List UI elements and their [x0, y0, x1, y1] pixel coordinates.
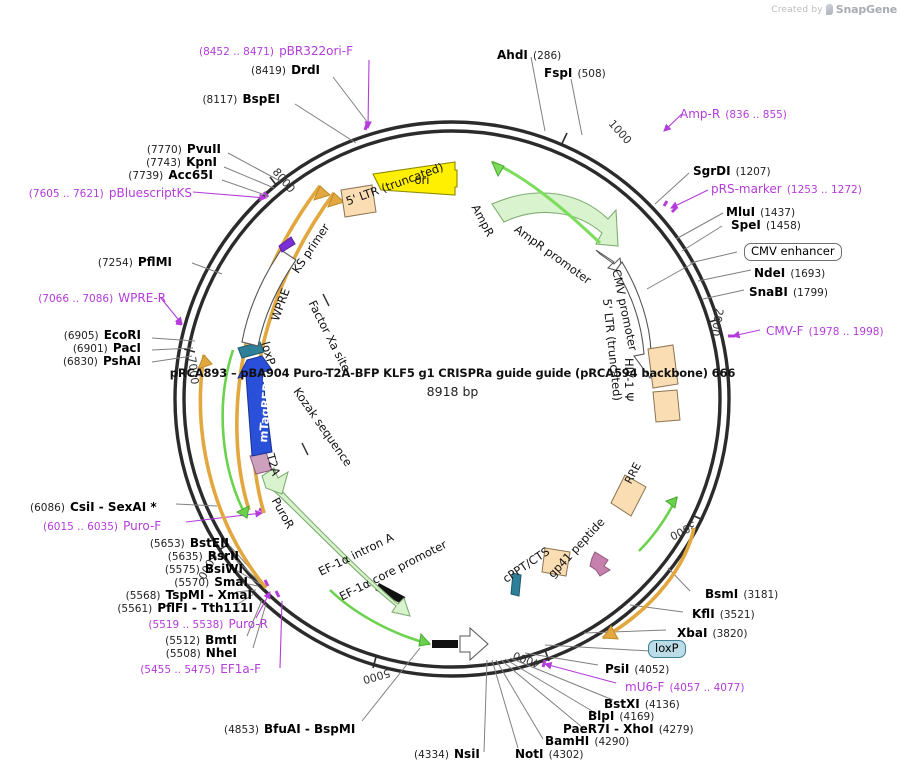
- enzyme-label-paer7i-xhoi: PaeR7I - XhoI (4279): [563, 722, 694, 736]
- enzyme-label-pflmi: (7254) PflMI: [97, 255, 172, 269]
- watermark-brand: SnapGene: [835, 3, 897, 16]
- tick-label: 7000: [185, 356, 201, 385]
- primer-label-amp-r: Amp-R (836 .. 855): [680, 107, 787, 121]
- enzyme-label-mlui: MluI (1437): [726, 205, 796, 219]
- enzyme-label-kpni: (7743) KpnI: [146, 155, 217, 169]
- primer-label-cmv-f: CMV-F (1978 .. 1998): [766, 324, 884, 338]
- enzyme-label-ecori: (6905) EcoRI: [63, 328, 141, 342]
- feature-arrowhead-orange-lr: [602, 625, 619, 640]
- snapgene-watermark: Created by SnapGene: [771, 3, 897, 16]
- enzyme-label-psii: PsiI (4052): [605, 662, 670, 676]
- enzyme-label-bsiwi: (5575) BsiWI: [164, 562, 243, 576]
- feature-arrowhead-orange-ul: [313, 185, 345, 208]
- feature-gp41-peptide: [589, 551, 611, 577]
- enzyme-label-noti: NotI (4302): [515, 747, 584, 761]
- enzyme-label-rsrii: (5635) RsrII: [167, 549, 239, 563]
- feature-wpre: [241, 249, 297, 347]
- enzyme-label-pvuii: (7770) PvuII: [146, 142, 221, 156]
- feature-ori: ori: [372, 161, 458, 196]
- feature-caption-hiv1-psi: HIV-1 Ψ: [622, 358, 636, 402]
- feature-arrowhead-green-lr: [664, 496, 678, 509]
- feature-mtagbfp2: [237, 355, 273, 457]
- feature-ef1a-black-box-2: [375, 582, 406, 605]
- enzyme-label-snabi: SnaBI (1799): [749, 285, 828, 299]
- feature-tag-loxp-outer: loxP: [648, 640, 686, 659]
- enzyme-label-nhei: (5508) NheI: [165, 646, 237, 660]
- primer-label-prs-marker: pRS-marker (1253 .. 1272): [711, 182, 862, 196]
- primer-label-wpre-r: (7066 .. 7086) WPRE-R: [38, 291, 166, 305]
- enzyme-label-fspi: FspI (508): [544, 66, 606, 80]
- backbone-circle: [173, 120, 731, 678]
- primer-label-puro-f: (6015 .. 6035) Puro-F: [43, 519, 162, 533]
- feature-arrowhead-ef1a-intron: [418, 632, 431, 647]
- tick-label: 5000: [361, 666, 391, 686]
- enzyme-label-tspmi-xmai: (5568) TspMI - XmaI: [125, 588, 252, 602]
- feature-5ltr-truncated-box-left: [340, 184, 377, 218]
- feature-cppt-marker: [510, 572, 522, 597]
- enzyme-label-bsmi: BsmI (3181): [705, 587, 779, 601]
- enzyme-label-ndei: NdeI (1693): [754, 266, 826, 280]
- enzyme-label-csii-sexai: (6086) CsiI - SexAI *: [30, 500, 157, 514]
- feature-arrowhead-green-left: [235, 505, 250, 519]
- enzyme-label-pshai: (6830) PshAI: [62, 354, 141, 368]
- feature-puror: [265, 477, 411, 617]
- enzyme-label-xbai: XbaI (3820): [677, 626, 748, 640]
- primer-label-puro-r: (5519 .. 5538) Puro-R: [148, 617, 268, 631]
- snapgene-logo-icon: [825, 4, 833, 15]
- tick-label: 2000: [708, 307, 726, 337]
- enzyme-label-paci: (6901) PacI: [72, 341, 141, 355]
- tick-label: 1000: [606, 117, 634, 147]
- feature-arrowhead-ampr-promoter: [491, 161, 505, 178]
- leader-lines: [151, 56, 752, 753]
- primer-leader-lines: [159, 59, 761, 684]
- feature-ks-primer: [278, 236, 296, 253]
- enzyme-label-bstxi: BstXI (4136): [604, 697, 680, 711]
- primer-label-mu6-f: mU6-F (4057 .. 4077): [625, 680, 745, 694]
- feature-cppt-cts-box: [541, 547, 571, 577]
- feature-rre-box: [610, 474, 647, 517]
- feature-factor-xa-tick: [322, 293, 330, 307]
- feature-ampr: [491, 192, 619, 247]
- enzyme-label-kfli: KflI (3521): [692, 607, 755, 621]
- feature-5ltr-truncated-box-right: [647, 344, 679, 389]
- enzyme-label-blpi: BlpI (4169): [588, 709, 655, 723]
- enzyme-label-bamhi: BamHI (4290): [545, 734, 630, 748]
- feature-arc-orange-lower-right: [602, 527, 696, 640]
- feature-arc-orange-lower-left: [198, 354, 268, 590]
- primer-label-ef1a-f: (5455 .. 5475) EF1a-F: [140, 662, 261, 676]
- enzyme-label-nsii: (4334) NsiI: [414, 747, 480, 761]
- feature-cmv-promoter-arrow: [615, 261, 664, 380]
- feature-arrowhead-orange-ll: [197, 354, 213, 370]
- enzyme-label-pflfi-tth111i: (5561) PflFI - Tth111I: [117, 601, 253, 615]
- feature-kozak-tick: [301, 442, 309, 456]
- enzyme-label-bspei: (8117) BspEI: [202, 92, 280, 106]
- enzyme-label-bmti: (5512) BmtI: [165, 633, 237, 647]
- primer-label-pbluescriptks: (7605 .. 7621) pBluescriptKS: [28, 186, 192, 200]
- enzyme-label-acc65i: (7739) Acc65I: [128, 168, 213, 182]
- feature-puror-head: [261, 467, 289, 495]
- watermark-prefix: Created by: [771, 4, 823, 15]
- scale-ticks: [183, 132, 721, 669]
- primer-label-pbr322ori-f: (8452 .. 8471) pBR322ori-F: [198, 44, 353, 58]
- feature-ef1a-core-promoter: [432, 626, 489, 662]
- enzyme-label-bstell: (5653) BstEII: [149, 536, 229, 550]
- feature-tag-cmv-enhancer: CMV enhancer: [744, 243, 842, 262]
- enzyme-label-drdi: (8419) DrdI: [251, 63, 320, 77]
- feature-hiv1-psi-box: [652, 389, 681, 423]
- enzyme-label-smai: (5570) SmaI: [174, 575, 248, 589]
- feature-label-ori: ori: [415, 173, 430, 187]
- enzyme-label-bfuai-bspmi: (4853) BfuAI - BspMI: [224, 722, 356, 736]
- feature-arc-green-left: [221, 349, 249, 519]
- enzyme-label-spei: SpeI (1458): [731, 218, 801, 232]
- enzyme-label-sgrdi: SgrDI (1207): [693, 164, 771, 178]
- enzyme-label-ahdi: AhdI (286): [497, 48, 562, 62]
